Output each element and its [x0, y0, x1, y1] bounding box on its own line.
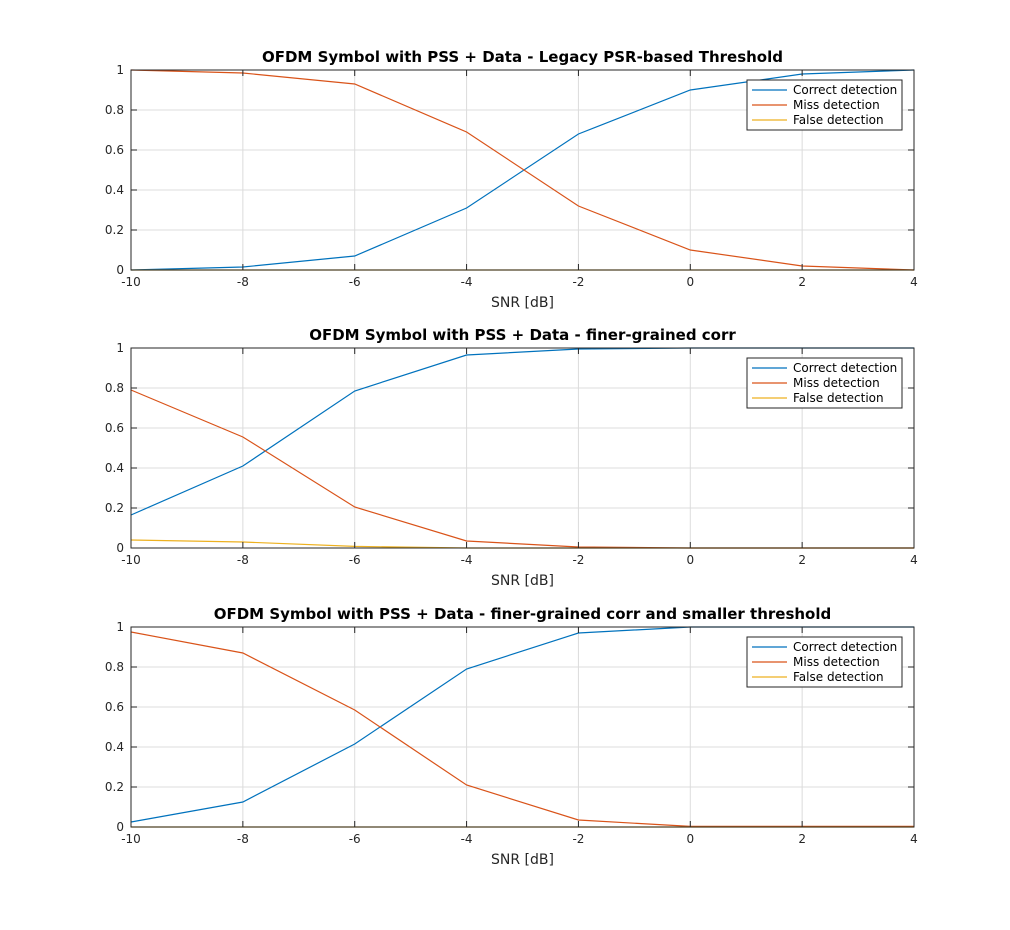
x-tick-label: -10	[121, 832, 141, 846]
x-tick-label: -4	[461, 832, 473, 846]
x-tick-label: 4	[910, 275, 918, 289]
legend-entry: Miss detection	[793, 376, 880, 390]
y-tick-label: 0.6	[105, 143, 124, 157]
legend-entry: False detection	[793, 670, 884, 684]
x-tick-label: 4	[910, 832, 918, 846]
y-tick-label: 0	[116, 263, 124, 277]
y-tick-label: 1	[116, 341, 124, 355]
x-tick-label: -10	[121, 275, 141, 289]
chart-title: OFDM Symbol with PSS + Data - finer-grai…	[309, 326, 736, 344]
legend-entry: False detection	[793, 391, 884, 405]
legend-entry: Correct detection	[793, 83, 897, 97]
legend-entry: Miss detection	[793, 655, 880, 669]
y-tick-label: 0.2	[105, 780, 124, 794]
axis-box	[130, 69, 915, 271]
x-tick-label: -2	[572, 553, 584, 567]
x-axis-label: SNR [dB]	[491, 852, 554, 868]
chart-title: OFDM Symbol with PSS + Data - Legacy PSR…	[262, 48, 783, 66]
y-tick-label: 0.8	[105, 103, 124, 117]
y-tick-label: 0.4	[105, 461, 124, 475]
x-tick-label: -6	[349, 275, 361, 289]
y-tick-label: 0.4	[105, 740, 124, 754]
y-tick-label: 1	[116, 63, 124, 77]
x-tick-label: 0	[686, 275, 694, 289]
x-tick-label: 2	[798, 832, 806, 846]
y-tick-label: 0.6	[105, 421, 124, 435]
x-tick-label: -8	[237, 275, 249, 289]
y-tick-label: 0.2	[105, 223, 124, 237]
x-tick-label: 4	[910, 553, 918, 567]
axis-box	[130, 347, 915, 549]
legend-entry: Correct detection	[793, 361, 897, 375]
x-tick-label: -4	[461, 275, 473, 289]
x-tick-label: -8	[237, 832, 249, 846]
y-tick-label: 0.8	[105, 381, 124, 395]
chart-panel-3: OFDM Symbol with PSS + Data - finer-grai…	[105, 605, 918, 868]
x-tick-label: 2	[798, 553, 806, 567]
y-tick-label: 0.2	[105, 501, 124, 515]
series-line-correct-detection	[130, 69, 915, 271]
chart-panel-2: OFDM Symbol with PSS + Data - finer-grai…	[105, 326, 918, 589]
y-tick-label: 0	[116, 820, 124, 834]
series-line-miss-detection	[130, 69, 915, 271]
x-tick-label: -6	[349, 832, 361, 846]
x-tick-label: 2	[798, 275, 806, 289]
x-tick-label: -8	[237, 553, 249, 567]
y-tick-label: 0	[116, 541, 124, 555]
y-tick-label: 0.4	[105, 183, 124, 197]
x-tick-label: 0	[686, 553, 694, 567]
x-tick-label: -10	[121, 553, 141, 567]
x-tick-label: -6	[349, 553, 361, 567]
legend-entry: Correct detection	[793, 640, 897, 654]
x-tick-label: -2	[572, 275, 584, 289]
x-axis-label: SNR [dB]	[491, 573, 554, 589]
legend-entry: Miss detection	[793, 98, 880, 112]
chart-panel-1: OFDM Symbol with PSS + Data - Legacy PSR…	[105, 48, 918, 311]
y-tick-label: 0.8	[105, 660, 124, 674]
x-tick-label: -4	[461, 553, 473, 567]
chart-title: OFDM Symbol with PSS + Data - finer-grai…	[214, 605, 832, 623]
x-tick-label: -2	[572, 832, 584, 846]
x-axis-label: SNR [dB]	[491, 295, 554, 311]
axis-box	[130, 626, 915, 828]
y-tick-label: 1	[116, 620, 124, 634]
legend-entry: False detection	[793, 113, 884, 127]
x-tick-label: 0	[686, 832, 694, 846]
y-tick-label: 0.6	[105, 700, 124, 714]
